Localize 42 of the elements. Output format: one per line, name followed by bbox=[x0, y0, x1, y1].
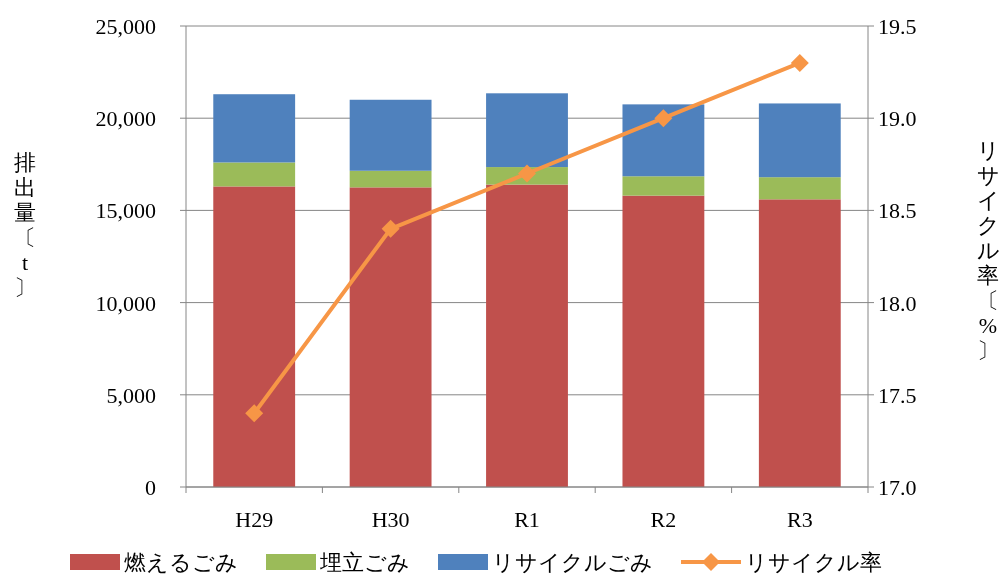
y2-tick-label: 17.5 bbox=[878, 382, 917, 408]
bar bbox=[213, 94, 296, 163]
bar bbox=[213, 162, 296, 187]
point bbox=[790, 53, 809, 72]
y-tick-label: 25,000 bbox=[95, 14, 156, 39]
y-tick-label: 5,000 bbox=[106, 382, 156, 408]
y-tick-label: 0 bbox=[145, 475, 156, 500]
y-axis-title: 排出量〔t〕 bbox=[14, 150, 36, 300]
legend-label: 燃えるごみ bbox=[124, 550, 238, 575]
legend-label: 埋立ごみ bbox=[319, 550, 410, 575]
bar bbox=[349, 99, 432, 171]
bar bbox=[486, 184, 568, 487]
x-tick-label: H29 bbox=[235, 507, 274, 532]
y-tick-label: 10,000 bbox=[95, 290, 156, 316]
bar bbox=[349, 187, 432, 487]
y2-tick-label: 19.5 bbox=[878, 14, 917, 39]
bar bbox=[758, 199, 841, 487]
point bbox=[654, 109, 673, 128]
x-tick-label: H30 bbox=[371, 507, 410, 532]
bar bbox=[622, 195, 705, 487]
y2-tick-label: 18.5 bbox=[878, 198, 917, 224]
legend-label: リサイクル率 bbox=[745, 550, 882, 575]
bar bbox=[622, 176, 705, 196]
y2-tick-label: 19.0 bbox=[878, 106, 917, 132]
point bbox=[245, 404, 264, 423]
y2-tick-label: 17.0 bbox=[878, 475, 917, 500]
x-tick-label: R3 bbox=[786, 507, 813, 532]
bar bbox=[758, 103, 841, 178]
y-tick-label: 20,000 bbox=[95, 106, 156, 132]
legend-label: リサイクルごみ bbox=[492, 550, 653, 575]
y2-tick-label: 18.0 bbox=[878, 290, 917, 316]
point bbox=[518, 164, 536, 183]
x-tick-label: R2 bbox=[650, 507, 677, 532]
text: リサイクル率〔%〕 bbox=[976, 137, 1000, 363]
bar bbox=[213, 186, 296, 487]
y-tick-label: 15,000 bbox=[95, 198, 156, 224]
bar bbox=[486, 93, 568, 168]
bar bbox=[622, 104, 705, 177]
bar bbox=[758, 177, 841, 200]
point bbox=[381, 219, 400, 238]
x-tick-label: R1 bbox=[514, 507, 540, 532]
bar bbox=[349, 170, 432, 188]
